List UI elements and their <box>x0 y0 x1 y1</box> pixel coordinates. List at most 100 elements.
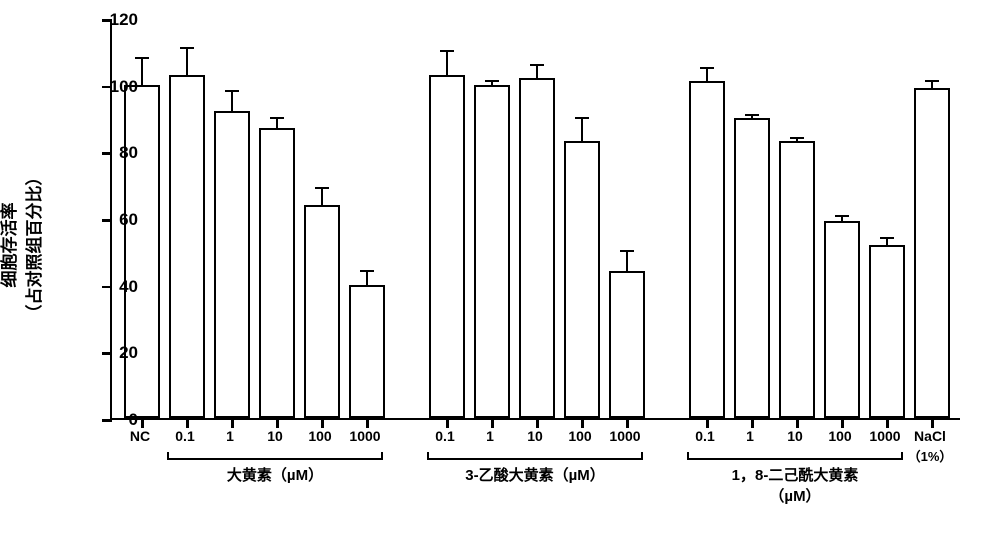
group-bracket <box>167 452 383 460</box>
group-label: 1，8-二己酰大黄素（µM） <box>713 464 878 506</box>
error-bar <box>276 118 278 128</box>
error-bar <box>231 91 233 111</box>
error-cap <box>620 250 634 252</box>
x-tick <box>141 418 144 428</box>
error-bar <box>886 238 888 245</box>
group-label: 大黄素（µM） <box>227 464 323 485</box>
error-bar <box>366 271 368 284</box>
chart-container: NC0.111010010000.111010010000.1110100100… <box>110 20 960 450</box>
x-tick-label: 1 <box>226 428 234 444</box>
error-cap <box>180 47 194 49</box>
error-cap <box>485 80 499 82</box>
error-bar <box>626 251 628 271</box>
error-bar <box>446 51 448 74</box>
y-tick-label: 100 <box>110 77 138 97</box>
error-cap <box>315 187 329 189</box>
x-tick-label: 1 <box>746 428 754 444</box>
error-cap <box>880 237 894 239</box>
error-cap <box>530 64 544 66</box>
y-tick <box>102 352 112 355</box>
x-tick <box>886 418 889 428</box>
x-tick <box>796 418 799 428</box>
bar <box>689 81 725 418</box>
error-cap <box>700 67 714 69</box>
x-tick-label: 1000 <box>349 428 380 444</box>
x-tick <box>751 418 754 428</box>
bar <box>564 141 600 418</box>
error-cap <box>575 117 589 119</box>
x-tick-label: 0.1 <box>175 428 194 444</box>
error-cap <box>440 50 454 52</box>
x-tick-label: 100 <box>828 428 851 444</box>
x-tick-sublabel: （1%） <box>908 446 953 465</box>
bar <box>259 128 295 418</box>
plot-area <box>110 20 960 420</box>
error-cap <box>790 137 804 139</box>
x-tick <box>491 418 494 428</box>
bar <box>734 118 770 418</box>
y-axis-title-line1: 细胞存活率 <box>0 203 19 288</box>
y-tick <box>102 219 112 222</box>
y-tick <box>102 286 112 289</box>
y-tick-label: 120 <box>110 10 138 30</box>
error-bar <box>321 188 323 205</box>
x-tick-label: NC <box>130 428 150 444</box>
bar <box>779 141 815 418</box>
error-bar <box>536 65 538 78</box>
x-tick-label: 10 <box>787 428 803 444</box>
group-bracket <box>427 452 643 460</box>
x-tick <box>231 418 234 428</box>
bar <box>169 75 205 418</box>
group-bracket <box>687 452 903 460</box>
error-cap <box>135 57 149 59</box>
x-tick <box>276 418 279 428</box>
x-tick <box>626 418 629 428</box>
x-tick-label: 10 <box>527 428 543 444</box>
x-tick-label: 10 <box>267 428 283 444</box>
bar <box>609 271 645 418</box>
error-cap <box>925 80 939 82</box>
x-tick <box>321 418 324 428</box>
group-label: 3-乙酸大黄素（µM） <box>465 464 604 485</box>
x-tick <box>536 418 539 428</box>
bar <box>914 88 950 418</box>
error-cap <box>745 114 759 116</box>
y-tick-label: 60 <box>119 210 138 230</box>
bar <box>519 78 555 418</box>
x-tick-label: 100 <box>568 428 591 444</box>
x-tick <box>186 418 189 428</box>
error-cap <box>225 90 239 92</box>
error-bar <box>141 58 143 85</box>
x-tick <box>706 418 709 428</box>
x-tick-label: 100 <box>308 428 331 444</box>
error-bar <box>706 68 708 81</box>
x-tick <box>841 418 844 428</box>
x-tick <box>581 418 584 428</box>
bar <box>474 85 510 418</box>
y-tick-label: 80 <box>119 143 138 163</box>
error-cap <box>360 270 374 272</box>
y-tick <box>102 419 112 422</box>
y-axis-title: 细胞存活率 （占对照组百分比） <box>0 169 45 322</box>
error-bar <box>186 48 188 75</box>
y-tick-label: 40 <box>119 277 138 297</box>
bar <box>869 245 905 418</box>
x-tick-label: 1 <box>486 428 494 444</box>
x-tick <box>931 418 934 428</box>
x-tick <box>366 418 369 428</box>
error-cap <box>835 215 849 217</box>
x-tick <box>446 418 449 428</box>
bar <box>124 85 160 418</box>
bar <box>349 285 385 418</box>
error-cap <box>270 117 284 119</box>
y-tick-label: 20 <box>119 343 138 363</box>
bar <box>214 111 250 418</box>
x-tick-label: 1000 <box>609 428 640 444</box>
y-tick <box>102 152 112 155</box>
x-tick-label: 0.1 <box>695 428 714 444</box>
bar <box>304 205 340 418</box>
y-tick-label: 0 <box>129 410 138 430</box>
x-tick-label: 1000 <box>869 428 900 444</box>
x-tick-label: NaCl <box>914 428 946 444</box>
y-axis-title-line2: （占对照组百分比） <box>25 169 44 322</box>
